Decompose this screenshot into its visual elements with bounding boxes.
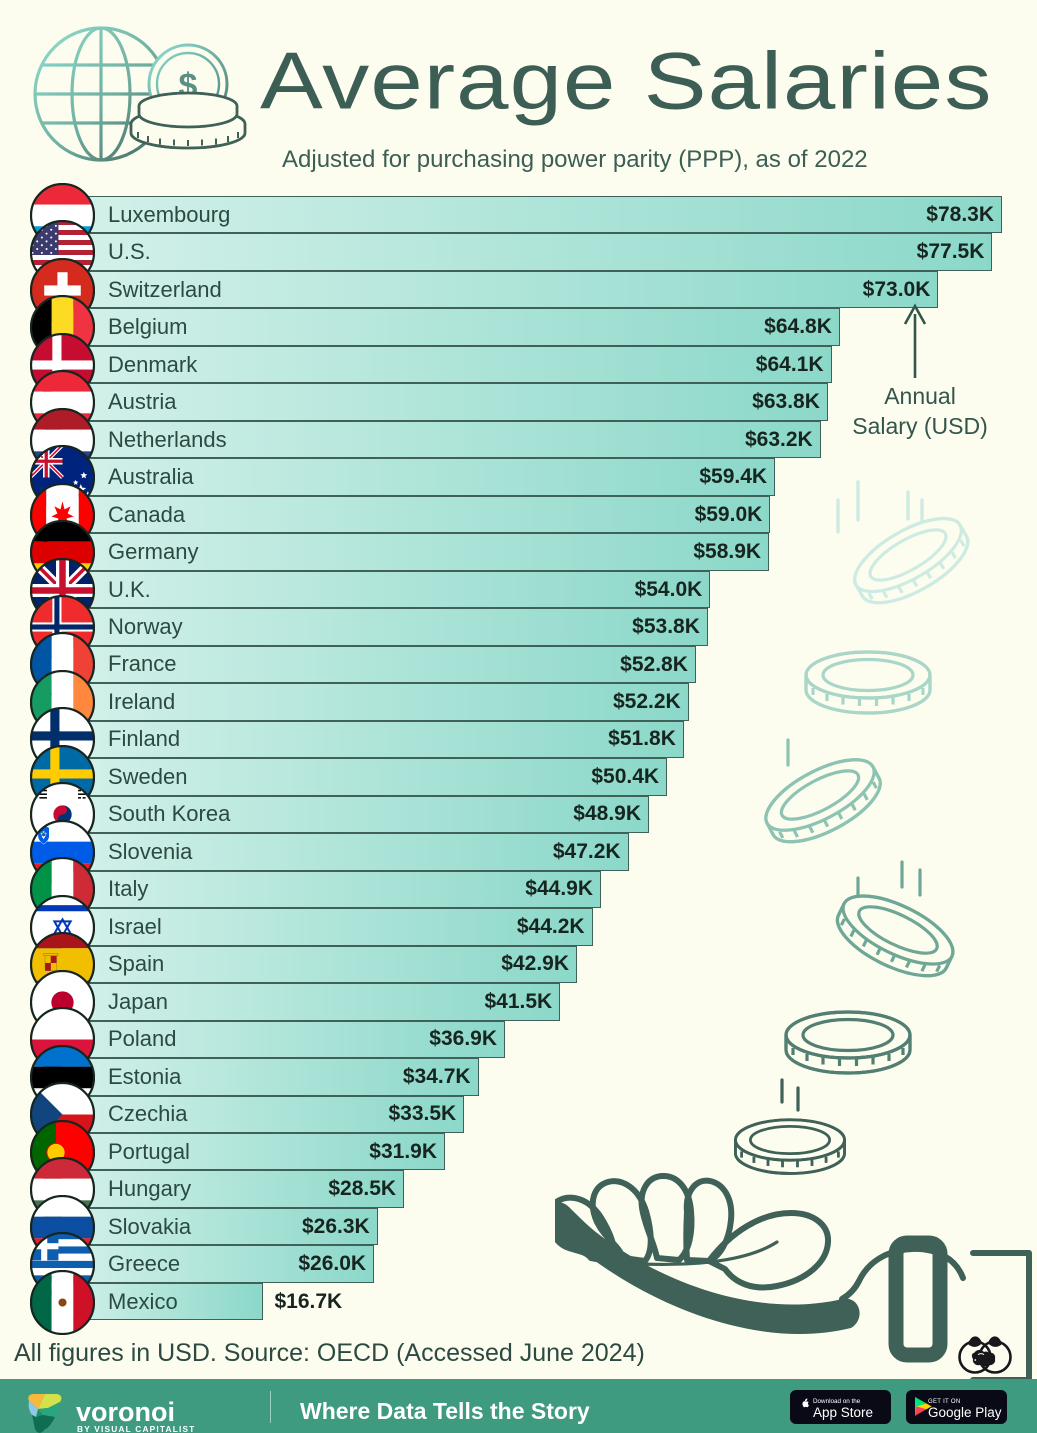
svg-text:App Store: App Store (813, 1405, 873, 1420)
svg-text:BY VISUAL CAPITALIST: BY VISUAL CAPITALIST (77, 1424, 196, 1433)
svg-text:Download on the: Download on the (813, 1398, 861, 1405)
svg-text:Google Play: Google Play (928, 1405, 1002, 1420)
svg-text:voronoi: voronoi (76, 1397, 175, 1427)
